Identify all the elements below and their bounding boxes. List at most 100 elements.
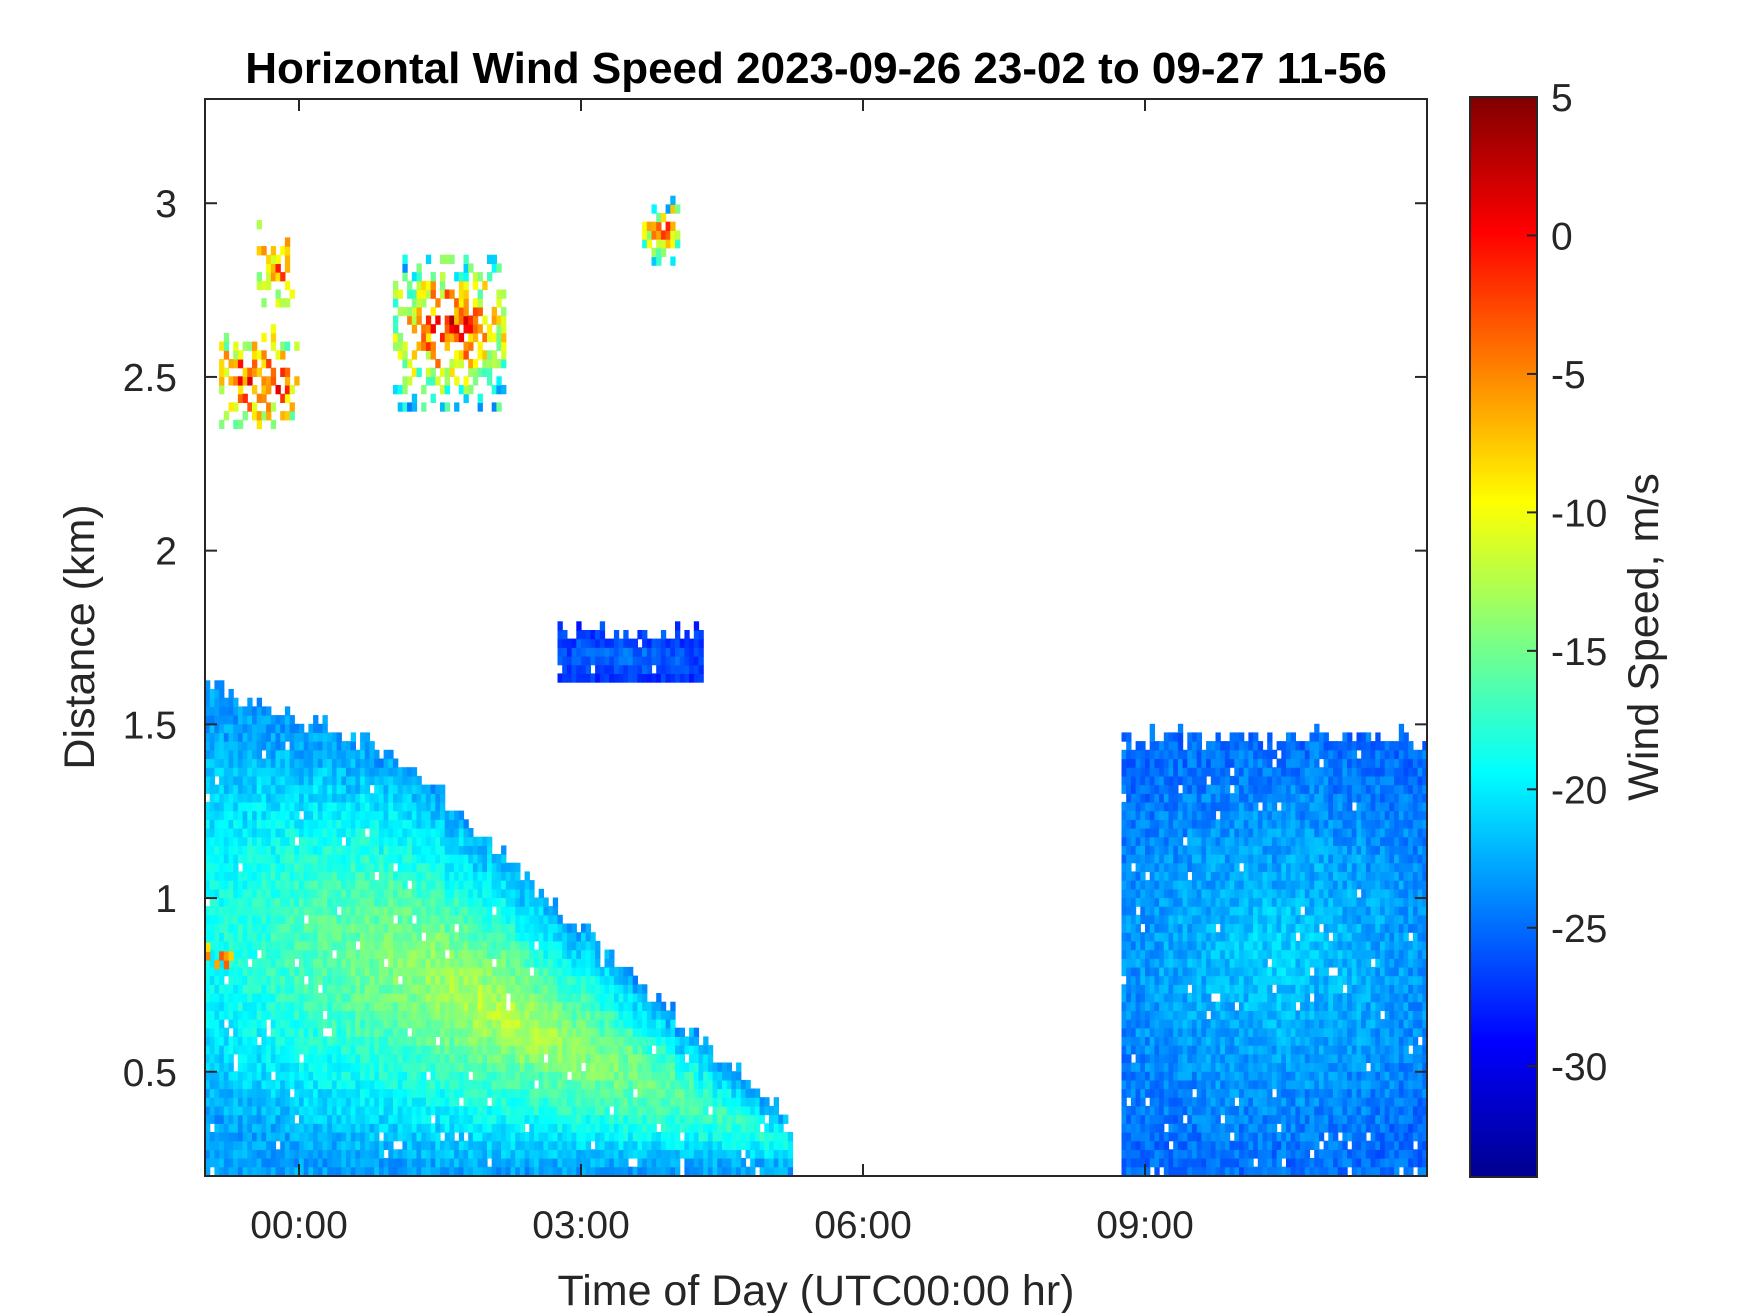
heatmap-cell [346,993,352,1003]
heatmap-cell [613,975,620,985]
heatmap-cell [369,767,375,777]
heatmap-cell [618,1123,624,1133]
heatmap-cell [280,845,286,855]
heatmap-cell [487,914,493,925]
heatmap-cell [1149,775,1155,786]
heatmap-cell [280,854,286,864]
heatmap-cell [425,1036,432,1046]
heatmap-cell [299,732,305,742]
heatmap-cell [515,862,521,872]
heatmap-cell [219,1114,225,1124]
heatmap-cell [1168,741,1174,751]
heatmap-cell [360,845,366,855]
heatmap-cell [421,906,427,916]
heatmap-cell [693,1079,700,1090]
heatmap-cell [1168,819,1174,829]
heatmap-cell [294,775,300,786]
heatmap-cell [346,801,352,812]
heatmap-cell [557,940,563,951]
heatmap-cell [346,932,352,942]
heatmap-cell [534,1105,540,1116]
heatmap-cell [421,1019,427,1029]
heatmap-cell [1126,758,1132,768]
heatmap-cell [1159,1123,1165,1133]
heatmap-cell [736,1123,742,1133]
heatmap-cell [355,1114,361,1124]
heatmap-cell [740,1088,747,1098]
heatmap-cell [1135,1105,1141,1116]
heatmap-cell [411,897,418,907]
heatmap-cell [289,741,295,751]
heatmap-cell [722,1140,728,1150]
heatmap-cell [1135,1010,1141,1020]
heatmap-cell [1163,758,1170,768]
heatmap-cell [482,993,488,1003]
heatmap-cell [1140,897,1146,907]
heatmap-cell [350,732,356,742]
heatmap-cell [294,1036,300,1046]
heatmap-cell [303,1036,309,1046]
heatmap-cell [477,1149,483,1159]
heatmap-cell [289,923,295,933]
heatmap-cell [642,1001,648,1011]
heatmap-cell [374,958,380,968]
heatmap-cell [270,793,277,803]
heatmap-cell [261,1097,267,1107]
heatmap-cell [393,1166,399,1176]
heatmap-cell [618,1097,624,1107]
heatmap-cell [562,1114,568,1124]
heatmap-cell [299,1071,305,1081]
heatmap-cell [205,767,211,777]
heatmap-cell [463,1045,469,1055]
heatmap-cell [1135,758,1141,768]
heatmap-cell [252,1088,258,1098]
heatmap-cell [1173,932,1179,942]
heatmap-cell [233,1027,239,1037]
heatmap-cell [1140,1079,1146,1090]
heatmap-cell [331,1036,338,1046]
heatmap-cell [1135,975,1141,985]
heatmap-cell [538,1114,544,1124]
heatmap-cell [637,993,643,1003]
heatmap-cell [364,749,371,760]
heatmap-cell [378,914,385,925]
heatmap-cell [242,767,248,777]
heatmap-cell [726,1123,732,1133]
heatmap-cell [670,1166,676,1176]
heatmap-cell [327,1088,333,1098]
heatmap-cell [1140,1097,1146,1107]
heatmap-cell [214,932,220,942]
heatmap-cell [698,1045,704,1055]
heatmap-cell [628,993,634,1003]
heatmap-cell [604,1045,610,1055]
heatmap-cell [421,1045,427,1055]
heatmap-cell [472,1062,479,1072]
heatmap-cell [388,810,394,820]
heatmap-cell [1126,984,1132,994]
heatmap-cell [219,819,225,829]
heatmap-cell [1154,966,1160,977]
heatmap-cell [270,871,277,881]
heatmap-cell [411,984,418,994]
heatmap-cell [1130,1097,1137,1107]
heatmap-cell [1163,984,1170,994]
heatmap-cell [468,1062,474,1072]
heatmap-cell [252,1019,258,1029]
heatmap-cell [1149,828,1155,838]
heatmap-cell [313,854,319,864]
heatmap-cell [280,975,286,985]
heatmap-cell [613,1097,620,1107]
heatmap-cell [388,793,394,803]
heatmap-cell [411,1166,418,1176]
heatmap-cell [435,949,441,959]
heatmap-cell [1140,1132,1146,1142]
heatmap-cell [393,801,399,812]
heatmap-cell [1159,758,1165,768]
heatmap-cell [1140,1166,1146,1176]
heatmap-cell [496,1088,502,1098]
heatmap-cell [496,1010,502,1020]
heatmap-cell [313,758,319,768]
heatmap-cell [355,1132,361,1142]
heatmap-cell [1163,1045,1170,1055]
heatmap-cell [303,871,309,881]
